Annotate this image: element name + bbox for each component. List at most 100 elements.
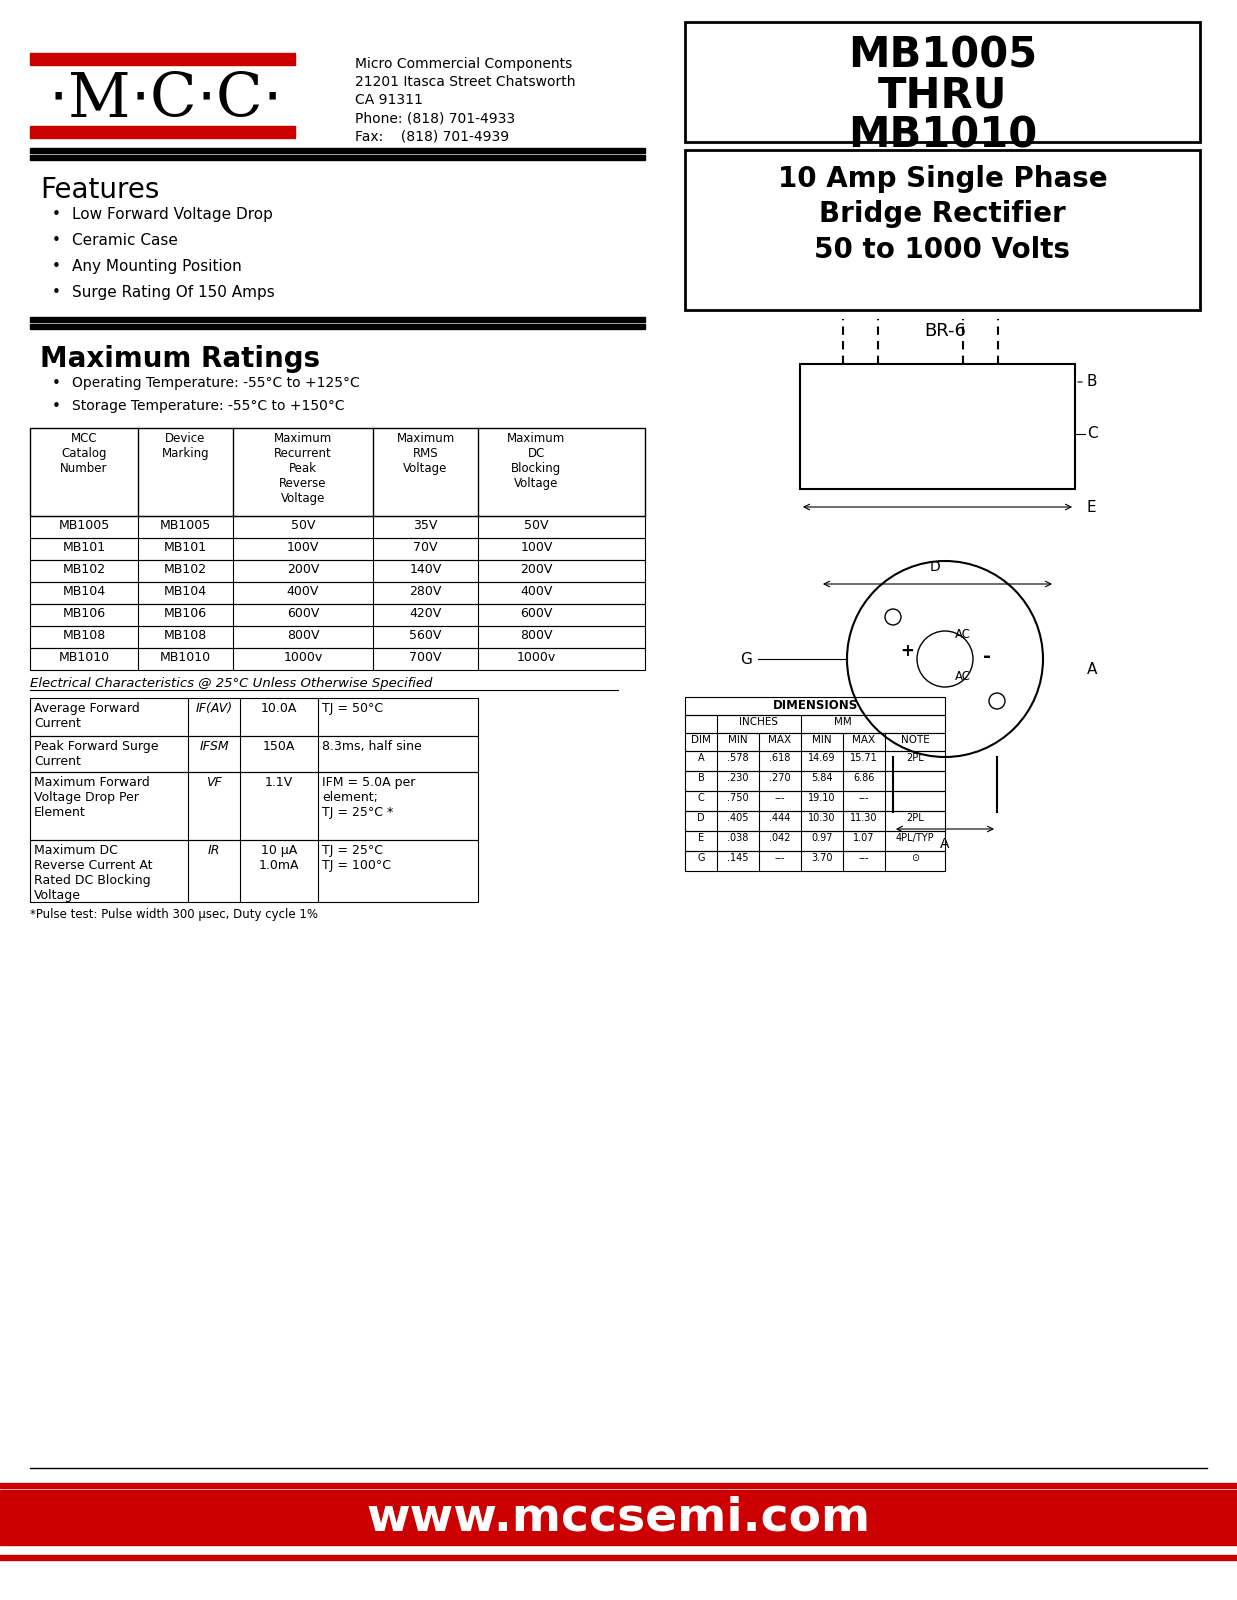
Text: •: • — [52, 234, 61, 248]
Bar — [30, 582, 644, 603]
Text: .230: .230 — [727, 773, 748, 782]
Text: C: C — [1087, 427, 1097, 442]
Bar — [685, 830, 945, 851]
Text: •: • — [52, 285, 61, 301]
Bar — [30, 126, 294, 138]
Bar — [685, 22, 1200, 142]
Text: $\cdot$M$\cdot$C$\cdot$C$\cdot$: $\cdot$M$\cdot$C$\cdot$C$\cdot$ — [48, 70, 277, 130]
Text: Electrical Characteristics @ 25°C Unless Otherwise Specified: Electrical Characteristics @ 25°C Unless… — [30, 677, 433, 690]
Text: A: A — [698, 754, 704, 763]
Text: 600V: 600V — [287, 606, 319, 619]
Text: 1000v: 1000v — [283, 651, 323, 664]
Text: MB1010: MB1010 — [847, 115, 1037, 157]
Text: Device
Marking: Device Marking — [162, 432, 209, 461]
Bar — [30, 515, 644, 538]
Text: 5.84: 5.84 — [811, 773, 833, 782]
Text: Maximum
Recurrent
Peak
Reverse
Voltage: Maximum Recurrent Peak Reverse Voltage — [273, 432, 332, 506]
Text: www.mccsemi.com: www.mccsemi.com — [366, 1496, 871, 1541]
Bar — [30, 53, 294, 66]
Text: 35V: 35V — [413, 518, 438, 531]
Text: MB1005: MB1005 — [160, 518, 212, 531]
Text: MM: MM — [834, 717, 852, 726]
Bar — [685, 750, 945, 771]
Bar — [685, 771, 945, 790]
Text: .042: .042 — [769, 834, 790, 843]
Text: D: D — [930, 560, 940, 574]
Text: G: G — [740, 651, 752, 667]
Text: IR: IR — [208, 845, 220, 858]
Text: Features: Features — [40, 176, 160, 203]
Text: C: C — [698, 794, 704, 803]
Text: B: B — [1087, 374, 1097, 389]
Text: 700V: 700V — [409, 651, 442, 664]
Text: 10 μA
1.0mA: 10 μA 1.0mA — [259, 845, 299, 872]
Text: DIM: DIM — [691, 734, 711, 746]
Bar — [0, 1555, 1237, 1560]
Text: Ceramic Case: Ceramic Case — [72, 234, 178, 248]
Text: 14.69: 14.69 — [808, 754, 836, 763]
Text: MB102: MB102 — [165, 563, 207, 576]
Text: 6.86: 6.86 — [854, 773, 875, 782]
Text: MB104: MB104 — [62, 586, 105, 598]
Bar — [30, 773, 477, 840]
Text: MCC
Catalog
Number: MCC Catalog Number — [61, 432, 108, 475]
Text: BR-6: BR-6 — [924, 322, 966, 341]
Text: Low Forward Voltage Drop: Low Forward Voltage Drop — [72, 206, 273, 222]
Text: INCHES: INCHES — [740, 717, 778, 726]
Text: VF: VF — [207, 776, 221, 789]
Bar — [30, 698, 477, 736]
Text: D: D — [698, 813, 705, 822]
Text: +: + — [901, 642, 914, 659]
Text: MB108: MB108 — [62, 629, 105, 642]
Bar — [685, 150, 1200, 310]
Text: TJ = 50°C: TJ = 50°C — [322, 702, 383, 715]
Text: MIN: MIN — [729, 734, 748, 746]
Bar — [30, 648, 644, 670]
Text: DIMENSIONS: DIMENSIONS — [772, 699, 857, 712]
Text: •: • — [52, 376, 61, 390]
Text: -: - — [983, 648, 991, 667]
Bar — [685, 698, 945, 715]
Text: 100V: 100V — [287, 541, 319, 554]
Text: •: • — [52, 259, 61, 274]
Text: Storage Temperature: -55°C to +150°C: Storage Temperature: -55°C to +150°C — [72, 398, 345, 413]
Text: 400V: 400V — [521, 586, 553, 598]
Text: MB106: MB106 — [165, 606, 207, 619]
Text: MB104: MB104 — [165, 586, 207, 598]
Text: 11.30: 11.30 — [850, 813, 878, 822]
Text: *Pulse test: Pulse width 300 μsec, Duty cycle 1%: *Pulse test: Pulse width 300 μsec, Duty … — [30, 909, 318, 922]
Bar — [30, 736, 477, 773]
Bar — [685, 715, 945, 733]
Text: ⊙: ⊙ — [910, 853, 919, 862]
Text: B: B — [698, 773, 704, 782]
Text: .270: .270 — [769, 773, 790, 782]
Bar — [30, 323, 644, 330]
Text: 100V: 100V — [521, 541, 553, 554]
Text: 4PL/TYP: 4PL/TYP — [896, 834, 934, 843]
Text: .145: .145 — [727, 853, 748, 862]
Text: Fax:    (818) 701-4939: Fax: (818) 701-4939 — [355, 130, 510, 142]
Text: .618: .618 — [769, 754, 790, 763]
Text: 800V: 800V — [521, 629, 553, 642]
Text: IF(AV): IF(AV) — [195, 702, 233, 715]
Text: 560V: 560V — [409, 629, 442, 642]
Text: Maximum Forward
Voltage Drop Per
Element: Maximum Forward Voltage Drop Per Element — [33, 776, 150, 819]
Bar — [30, 840, 477, 902]
Text: IFM = 5.0A per
element;
TJ = 25°C *: IFM = 5.0A per element; TJ = 25°C * — [322, 776, 416, 819]
Text: MB102: MB102 — [62, 563, 105, 576]
Text: 3.70: 3.70 — [811, 853, 833, 862]
Text: 2PL: 2PL — [907, 754, 924, 763]
Text: THRU: THRU — [878, 75, 1007, 117]
Text: A: A — [1087, 661, 1097, 677]
Bar — [30, 603, 644, 626]
Text: Operating Temperature: -55°C to +125°C: Operating Temperature: -55°C to +125°C — [72, 376, 360, 390]
Text: 10 Amp Single Phase: 10 Amp Single Phase — [778, 165, 1107, 194]
Text: .750: .750 — [727, 794, 748, 803]
Text: Maximum Ratings: Maximum Ratings — [40, 346, 320, 373]
Text: MB1005: MB1005 — [847, 35, 1037, 77]
Text: Maximum DC
Reverse Current At
Rated DC Blocking
Voltage: Maximum DC Reverse Current At Rated DC B… — [33, 845, 152, 902]
Text: Any Mounting Position: Any Mounting Position — [72, 259, 241, 274]
Text: NOTE: NOTE — [901, 734, 929, 746]
Text: .444: .444 — [769, 813, 790, 822]
Text: Maximum
DC
Blocking
Voltage: Maximum DC Blocking Voltage — [507, 432, 565, 490]
